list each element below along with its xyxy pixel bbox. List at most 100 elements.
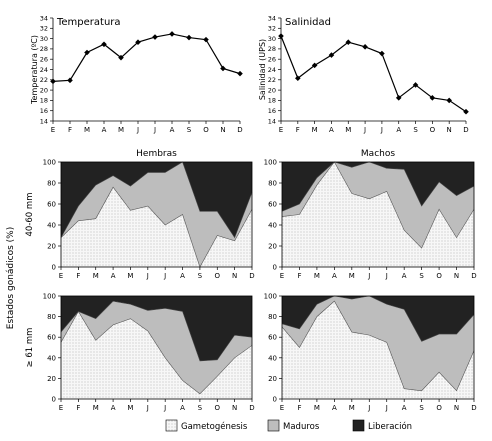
x-tick-label: E xyxy=(280,404,284,412)
y-axis-label: Salinidad (UPS) xyxy=(258,39,267,100)
x-tick-label: J xyxy=(146,404,149,412)
chart-title: Machos xyxy=(361,149,395,159)
x-tick-label: M xyxy=(84,126,90,134)
x-tick-label: J xyxy=(136,126,139,134)
x-tick-label: M xyxy=(349,272,355,280)
y-tick-label: 0 xyxy=(273,396,277,404)
x-tick-label: F xyxy=(76,272,80,280)
x-tick-label: M xyxy=(314,272,320,280)
data-point xyxy=(379,50,385,57)
y-tick-label: 24 xyxy=(268,66,276,74)
y-tick-label: 32 xyxy=(40,25,48,33)
x-tick-label: A xyxy=(102,126,107,134)
y-tick-label: 14 xyxy=(268,117,276,125)
x-tick-label: A xyxy=(402,272,407,280)
panel-frame xyxy=(281,161,475,268)
x-tick-label: O xyxy=(203,126,209,134)
data-point xyxy=(395,95,402,101)
data-point xyxy=(345,39,352,46)
area-liberacion xyxy=(282,296,474,342)
y-tick-label: 20 xyxy=(40,86,48,94)
x-tick-label: J xyxy=(163,404,166,412)
chart-title: Salinidad xyxy=(285,17,331,28)
y-tick-label: 100 xyxy=(43,159,56,167)
x-tick-label: N xyxy=(232,404,237,412)
y-tick-label: 26 xyxy=(40,56,48,64)
x-tick-label: M xyxy=(127,404,133,412)
y-tick-label: 30 xyxy=(268,35,276,43)
x-tick-label: D xyxy=(249,272,254,280)
panel-1: 14 16 18 20 22 24 26 28 30 32 34 E F M A M J J A S O N D Salini… xyxy=(258,14,469,134)
x-tick-label: A xyxy=(332,272,337,280)
data-point xyxy=(118,54,124,61)
x-tick-label: D xyxy=(463,126,468,134)
x-tick-label: S xyxy=(198,404,203,412)
y-tick-label: 60 xyxy=(47,334,56,342)
shared-y-label: Estados gonádicos (%) xyxy=(6,227,16,329)
area-maduros xyxy=(61,162,252,267)
series-line xyxy=(52,33,241,82)
x-tick-label: D xyxy=(249,404,254,412)
y-tick-label: 20 xyxy=(268,86,276,94)
x-tick-label: D xyxy=(471,404,476,412)
data-point xyxy=(278,33,284,39)
boundary-maduros xyxy=(60,300,253,362)
y-tick-label: 60 xyxy=(268,334,277,342)
x-tick-label: J xyxy=(163,272,166,280)
boundary-gametogenesis xyxy=(281,161,475,249)
x-tick-label: J xyxy=(153,126,156,134)
x-tick-label: E xyxy=(280,272,284,280)
x-tick-label: A xyxy=(111,272,116,280)
x-tick-label: J xyxy=(367,272,370,280)
y-tick-label: 40 xyxy=(47,222,56,230)
y-tick-label: 0 xyxy=(52,264,56,272)
y-tick-label: 100 xyxy=(43,293,56,301)
y-tick-label: 18 xyxy=(40,97,48,105)
legend-label-liberacion: Liberación xyxy=(368,421,412,432)
data-point xyxy=(328,52,335,58)
y-tick-label: 28 xyxy=(40,45,48,53)
x-tick-label: A xyxy=(402,404,407,412)
legend-label-maduros: Maduros xyxy=(283,422,320,432)
y-tick-label: 34 xyxy=(40,14,48,22)
x-tick-label: J xyxy=(146,272,149,280)
x-tick-label: M xyxy=(93,404,99,412)
y-tick-label: 22 xyxy=(40,76,48,84)
legend: Gametogénesis Maduros Liberación xyxy=(165,419,412,432)
x-tick-label: N xyxy=(220,126,225,134)
y-tick-label: 60 xyxy=(268,201,277,209)
y-tick-label: 80 xyxy=(47,180,56,188)
data-point xyxy=(362,44,368,50)
series-line xyxy=(280,35,467,113)
area-liberacion xyxy=(61,296,252,361)
x-tick-label: N xyxy=(454,272,459,280)
x-tick-label: F xyxy=(296,126,300,134)
y-tick-label: 20 xyxy=(47,243,56,251)
boundary-maduros xyxy=(60,161,253,239)
legend-swatch-maduros xyxy=(267,419,280,432)
y-tick-label: 18 xyxy=(268,97,276,105)
y-tick-label: 0 xyxy=(52,396,56,404)
x-tick-label: E xyxy=(51,126,55,134)
x-tick-label: O xyxy=(215,404,221,412)
y-tick-label: 16 xyxy=(268,107,276,115)
row-label: ≥ 61 mm xyxy=(25,328,35,368)
y-tick-label: 16 xyxy=(40,107,48,115)
area-gametogenesis xyxy=(282,162,474,267)
data-point xyxy=(429,95,436,101)
chart-title: Temperatura xyxy=(56,17,121,28)
x-tick-label: O xyxy=(436,272,442,280)
x-tick-label: A xyxy=(329,126,334,134)
x-tick-label: S xyxy=(413,126,418,134)
y-tick-label: 60 xyxy=(47,201,56,209)
x-tick-label: M xyxy=(118,126,124,134)
x-tick-label: M xyxy=(127,272,133,280)
x-tick-label: M xyxy=(314,404,320,412)
data-point xyxy=(463,108,469,115)
x-tick-label: F xyxy=(68,126,72,134)
y-axis-label: Temperatura (ºC) xyxy=(30,35,39,105)
panel-frame xyxy=(60,161,253,268)
chart-title: Hembras xyxy=(136,149,177,159)
x-tick-label: J xyxy=(385,272,388,280)
y-tick-label: 32 xyxy=(268,25,276,33)
